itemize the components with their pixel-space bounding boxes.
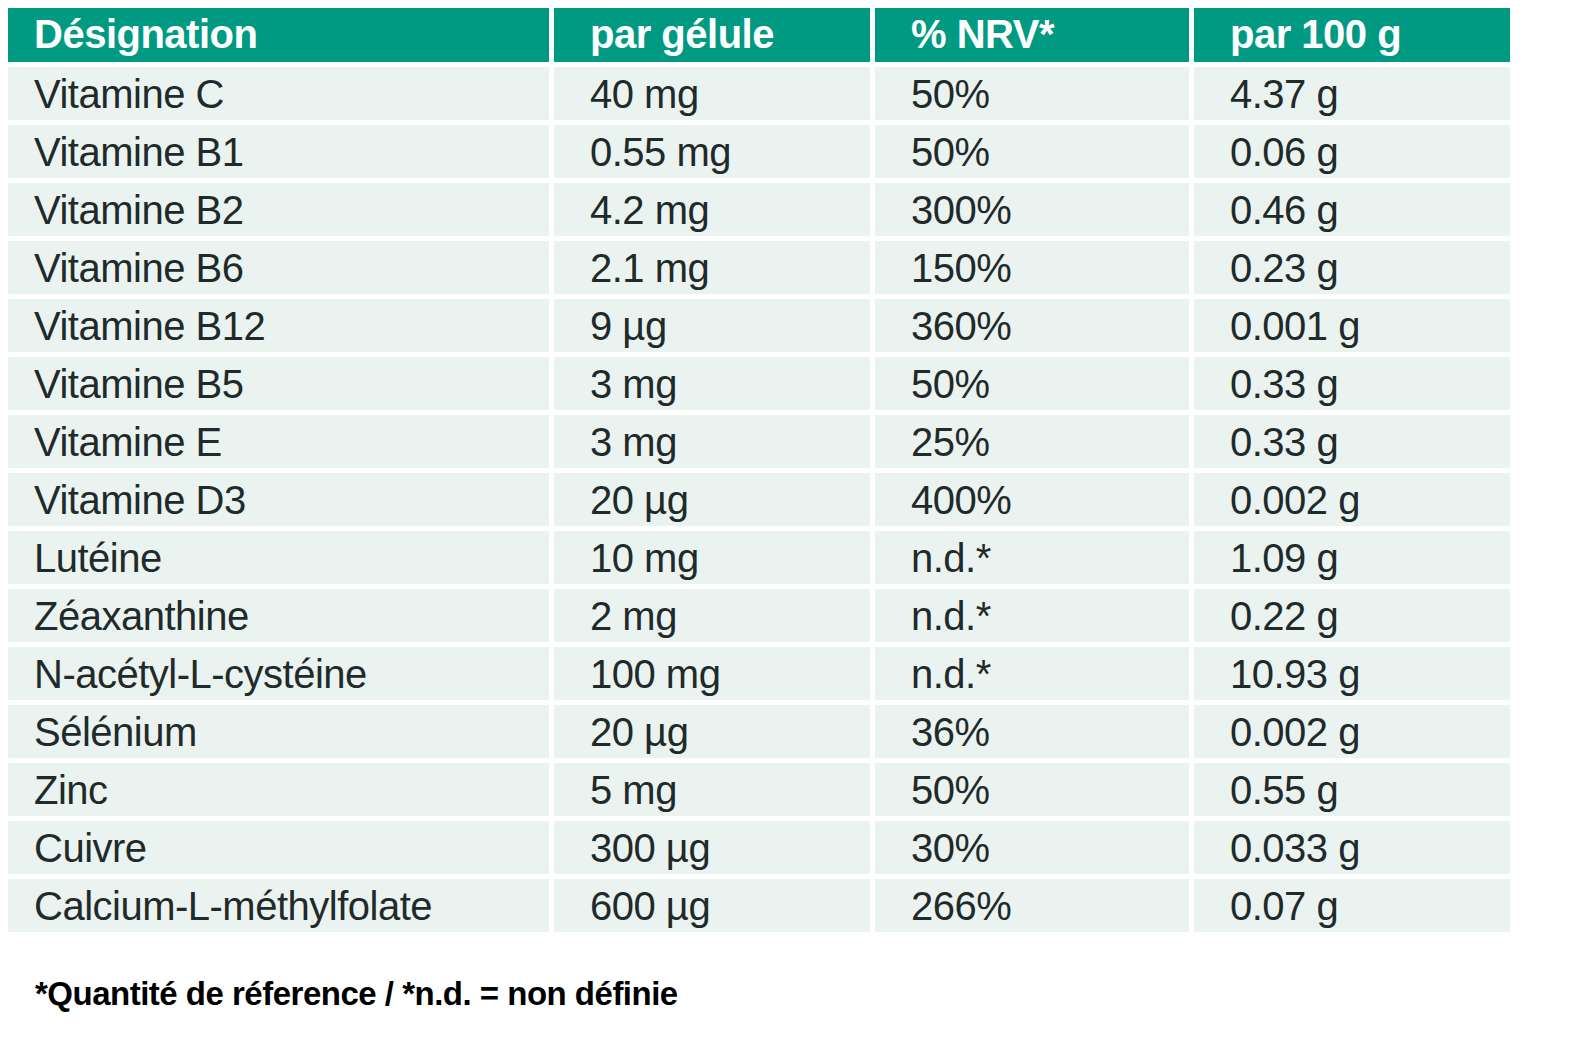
per-100g-value: 0.22 g: [1194, 589, 1510, 642]
table-row: Lutéine10 mgn.d.*1.09 g: [8, 531, 1510, 584]
nrv-percent-value: 266%: [875, 879, 1189, 932]
per-capsule-value: 100 mg: [554, 647, 870, 700]
per-capsule-value: 10 mg: [554, 531, 870, 584]
table-row: Vitamine B24.2 mg300%0.46 g: [8, 183, 1510, 236]
ingredient-name: Vitamine B5: [8, 357, 549, 410]
table-row: Sélénium20 µg36%0.002 g: [8, 705, 1510, 758]
nrv-percent-value: n.d.*: [875, 531, 1189, 584]
table-row: Vitamine B53 mg50%0.33 g: [8, 357, 1510, 410]
ingredient-name: N-acétyl-L-cystéine: [8, 647, 549, 700]
per-100g-value: 0.06 g: [1194, 125, 1510, 178]
per-capsule-value: 20 µg: [554, 705, 870, 758]
column-header-designation: Désignation: [8, 8, 549, 62]
per-100g-value: 4.37 g: [1194, 67, 1510, 120]
per-capsule-value: 2 mg: [554, 589, 870, 642]
per-100g-value: 0.33 g: [1194, 415, 1510, 468]
per-100g-value: 1.09 g: [1194, 531, 1510, 584]
ingredient-name: Zéaxanthine: [8, 589, 549, 642]
nrv-percent-value: 50%: [875, 763, 1189, 816]
ingredient-name: Vitamine B6: [8, 241, 549, 294]
table-container: Désignation par gélule % NRV* par 100 g …: [0, 0, 1592, 937]
per-capsule-value: 40 mg: [554, 67, 870, 120]
nrv-percent-value: 50%: [875, 357, 1189, 410]
per-100g-value: 0.033 g: [1194, 821, 1510, 874]
table-row: Calcium-L-méthylfolate600 µg266%0.07 g: [8, 879, 1510, 932]
per-capsule-value: 20 µg: [554, 473, 870, 526]
nrv-percent-value: 25%: [875, 415, 1189, 468]
ingredient-name: Vitamine E: [8, 415, 549, 468]
table-row: Vitamine C40 mg50%4.37 g: [8, 67, 1510, 120]
nrv-percent-value: 50%: [875, 125, 1189, 178]
per-capsule-value: 300 µg: [554, 821, 870, 874]
table-row: Vitamine B62.1 mg150%0.23 g: [8, 241, 1510, 294]
footnote: *Quantité de réference / *n.d. = non déf…: [35, 975, 1592, 1013]
ingredient-name: Zinc: [8, 763, 549, 816]
table-row: Vitamine E3 mg25%0.33 g: [8, 415, 1510, 468]
table-row: Vitamine B10.55 mg50%0.06 g: [8, 125, 1510, 178]
table-row: Vitamine B129 µg360%0.001 g: [8, 299, 1510, 352]
per-100g-value: 0.002 g: [1194, 473, 1510, 526]
nrv-percent-value: 36%: [875, 705, 1189, 758]
column-header-per-capsule: par gélule: [554, 8, 870, 62]
column-header-per-100g: par 100 g: [1194, 8, 1510, 62]
nrv-percent-value: 150%: [875, 241, 1189, 294]
per-100g-value: 0.07 g: [1194, 879, 1510, 932]
per-capsule-value: 5 mg: [554, 763, 870, 816]
per-100g-value: 0.55 g: [1194, 763, 1510, 816]
nrv-percent-value: 400%: [875, 473, 1189, 526]
nrv-percent-value: 30%: [875, 821, 1189, 874]
table-row: Zinc5 mg50%0.55 g: [8, 763, 1510, 816]
nrv-percent-value: 300%: [875, 183, 1189, 236]
per-capsule-value: 600 µg: [554, 879, 870, 932]
ingredient-name: Cuivre: [8, 821, 549, 874]
nrv-percent-value: 50%: [875, 67, 1189, 120]
per-100g-value: 0.002 g: [1194, 705, 1510, 758]
table-row: N-acétyl-L-cystéine100 mgn.d.*10.93 g: [8, 647, 1510, 700]
nutrition-facts-page: Désignation par gélule % NRV* par 100 g …: [0, 0, 1592, 1049]
per-100g-value: 0.33 g: [1194, 357, 1510, 410]
nrv-percent-value: 360%: [875, 299, 1189, 352]
per-capsule-value: 4.2 mg: [554, 183, 870, 236]
table-row: Zéaxanthine2 mgn.d.*0.22 g: [8, 589, 1510, 642]
per-100g-value: 0.23 g: [1194, 241, 1510, 294]
per-100g-value: 0.46 g: [1194, 183, 1510, 236]
per-100g-value: 10.93 g: [1194, 647, 1510, 700]
per-capsule-value: 3 mg: [554, 415, 870, 468]
header-row: Désignation par gélule % NRV* par 100 g: [8, 8, 1510, 62]
table-body: Vitamine C40 mg50%4.37 gVitamine B10.55 …: [8, 67, 1510, 932]
ingredient-name: Sélénium: [8, 705, 549, 758]
ingredient-name: Calcium-L-méthylfolate: [8, 879, 549, 932]
ingredient-name: Vitamine C: [8, 67, 549, 120]
per-capsule-value: 2.1 mg: [554, 241, 870, 294]
nutrition-table: Désignation par gélule % NRV* par 100 g …: [3, 3, 1515, 937]
table-row: Cuivre300 µg30%0.033 g: [8, 821, 1510, 874]
ingredient-name: Vitamine D3: [8, 473, 549, 526]
per-capsule-value: 9 µg: [554, 299, 870, 352]
column-header-nrv-percent: % NRV*: [875, 8, 1189, 62]
per-capsule-value: 0.55 mg: [554, 125, 870, 178]
per-capsule-value: 3 mg: [554, 357, 870, 410]
ingredient-name: Vitamine B2: [8, 183, 549, 236]
table-row: Vitamine D320 µg400%0.002 g: [8, 473, 1510, 526]
ingredient-name: Vitamine B12: [8, 299, 549, 352]
ingredient-name: Vitamine B1: [8, 125, 549, 178]
nrv-percent-value: n.d.*: [875, 647, 1189, 700]
per-100g-value: 0.001 g: [1194, 299, 1510, 352]
nrv-percent-value: n.d.*: [875, 589, 1189, 642]
ingredient-name: Lutéine: [8, 531, 549, 584]
